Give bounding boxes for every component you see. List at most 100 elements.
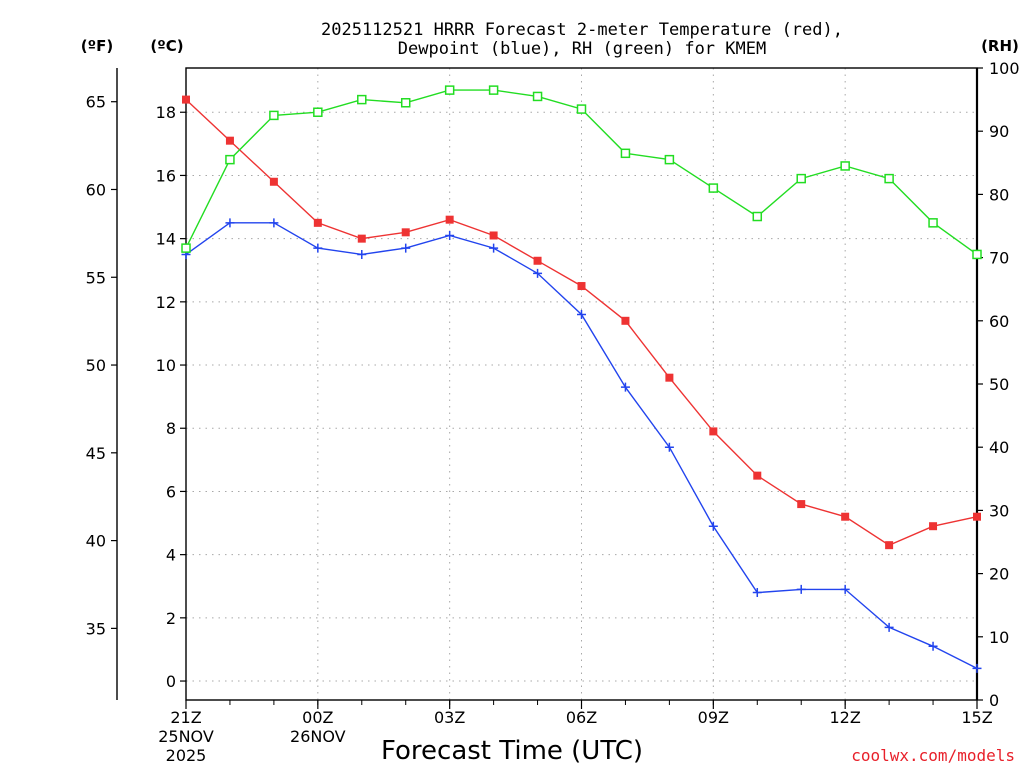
dewpoint-point-18 xyxy=(972,663,982,673)
x-tick-label-09Z: 09Z xyxy=(698,708,729,727)
rh-point-8 xyxy=(532,91,543,102)
fahrenheit-tick-label-40: 40 xyxy=(86,532,106,551)
dewpoint-point-9 xyxy=(577,309,586,319)
fahrenheit-tick-label-60: 60 xyxy=(86,180,106,199)
rh-point-7 xyxy=(488,85,499,95)
x-tick-label-15Z: 15Z xyxy=(961,708,992,727)
celsius-tick-label-2: 2 xyxy=(166,609,176,628)
rh-point-16 xyxy=(884,173,894,184)
rh-tick-label-80: 80 xyxy=(989,185,1009,204)
x-tick-date-21Z: 25NOV xyxy=(158,727,214,746)
rh-point-2 xyxy=(269,110,279,121)
x-tick-label-12Z: 12Z xyxy=(830,708,861,727)
temperature-point-13 xyxy=(753,471,762,480)
celsius-tick-label-14: 14 xyxy=(156,230,176,249)
temperature-point-5 xyxy=(401,228,410,237)
axes xyxy=(111,67,983,709)
dewpoint-point-14 xyxy=(796,584,806,594)
rh-point-9 xyxy=(576,104,587,114)
temperature-point-18 xyxy=(973,512,981,521)
rh-tick-label-90: 90 xyxy=(989,122,1009,141)
temperature-point-4 xyxy=(357,234,366,243)
rh-point-15 xyxy=(840,161,850,171)
temperature-point-1 xyxy=(225,136,234,145)
fahrenheit-tick-label-55: 55 xyxy=(86,268,106,287)
dewpoint-point-5 xyxy=(401,243,411,253)
chart-title-line-2: Dewpoint (blue), RH (green) for KMEM xyxy=(398,39,766,59)
dewpoint-point-17 xyxy=(928,641,938,651)
dewpoint-point-12 xyxy=(708,521,718,531)
temperature-point-10 xyxy=(621,316,630,325)
fahrenheit-tick-label-65: 65 xyxy=(86,93,106,112)
x-tick-label-06Z: 06Z xyxy=(566,708,597,727)
rh-point-11 xyxy=(664,154,675,165)
dewpoint-point-6 xyxy=(445,230,455,240)
dewpoint-point-8 xyxy=(533,268,543,278)
grid xyxy=(185,68,978,700)
fahrenheit-tick-label-35: 35 xyxy=(86,619,106,638)
rh-point-6 xyxy=(444,85,455,95)
rh-point-0 xyxy=(181,243,191,253)
dewpoint-point-1 xyxy=(225,218,235,228)
tick-labels: 0 2 4 6 8 10 12 14 16 18 35 40 45 50 55 60 65 0 10 20 30 40 50… xyxy=(86,59,1020,765)
rh-tick-label-30: 30 xyxy=(989,501,1009,520)
dewpoint-point-11 xyxy=(664,442,674,452)
rh-point-5 xyxy=(400,98,411,108)
x-tick-label-00Z: 00Z xyxy=(302,708,333,727)
temperature-point-9 xyxy=(577,282,586,291)
rh-point-4 xyxy=(357,94,367,105)
dewpoint-point-16 xyxy=(884,622,894,632)
rh-tick-label-10: 10 xyxy=(989,628,1009,647)
rh-tick-label-20: 20 xyxy=(989,565,1009,584)
rh-point-1 xyxy=(225,154,235,165)
temperature-point-0 xyxy=(182,95,190,104)
dewpoint-point-3 xyxy=(313,243,323,253)
rh-unit-label: (RH) xyxy=(981,37,1019,55)
rh-point-10 xyxy=(620,148,631,159)
celsius-tick-label-8: 8 xyxy=(166,419,176,438)
fahrenheit-unit-label: (ºF) xyxy=(81,37,113,55)
rh-point-12 xyxy=(708,183,719,193)
rh-tick-label-50: 50 xyxy=(989,375,1009,394)
rh-point-3 xyxy=(313,107,323,117)
celsius-tick-label-10: 10 xyxy=(156,356,176,375)
temperature-point-11 xyxy=(665,373,674,382)
celsius-unit-label: (ºC) xyxy=(150,37,183,55)
fahrenheit-tick-label-50: 50 xyxy=(86,356,106,375)
rh-point-13 xyxy=(752,211,763,222)
fahrenheit-tick-label-45: 45 xyxy=(86,444,106,463)
celsius-tick-label-12: 12 xyxy=(156,293,176,312)
rh-tick-label-0: 0 xyxy=(989,691,999,710)
rh-point-14 xyxy=(796,173,806,184)
celsius-tick-label-16: 16 xyxy=(156,166,176,185)
x-tick-date-00Z: 26NOV xyxy=(290,727,346,746)
rh-tick-label-60: 60 xyxy=(989,312,1009,331)
dewpoint-point-13 xyxy=(752,588,762,598)
temperature-point-17 xyxy=(929,522,938,531)
celsius-tick-label-18: 18 xyxy=(156,103,176,122)
dewpoint-point-2 xyxy=(269,218,279,228)
celsius-tick-label-4: 4 xyxy=(166,546,176,565)
x-tick-label-21Z: 21Z xyxy=(170,708,201,727)
x-tick-year-21Z: 2025 xyxy=(166,746,207,765)
credit-link[interactable]: coolwx.com/models xyxy=(851,746,1015,765)
temperature-point-6 xyxy=(445,215,454,224)
celsius-tick-label-6: 6 xyxy=(166,482,176,501)
chart-title-line-1: 2025112521 HRRR Forecast 2-meter Tempera… xyxy=(321,20,843,40)
rh-point-18 xyxy=(972,249,982,260)
temperature-point-12 xyxy=(709,427,718,436)
rh-point-17 xyxy=(928,218,938,228)
rh-tick-label-70: 70 xyxy=(989,249,1009,268)
temperature-point-14 xyxy=(797,500,806,509)
x-tick-label-03Z: 03Z xyxy=(434,708,465,727)
x-axis-title: Forecast Time (UTC) xyxy=(381,736,643,766)
dewpoint-point-7 xyxy=(489,243,499,253)
temperature-point-2 xyxy=(269,177,278,186)
dewpoint-point-4 xyxy=(357,249,367,259)
rh-tick-label-40: 40 xyxy=(989,438,1009,457)
dewpoint-point-10 xyxy=(620,382,630,392)
celsius-tick-label-0: 0 xyxy=(166,672,176,691)
temperature-point-7 xyxy=(489,231,498,240)
dewpoint-point-15 xyxy=(840,584,850,594)
